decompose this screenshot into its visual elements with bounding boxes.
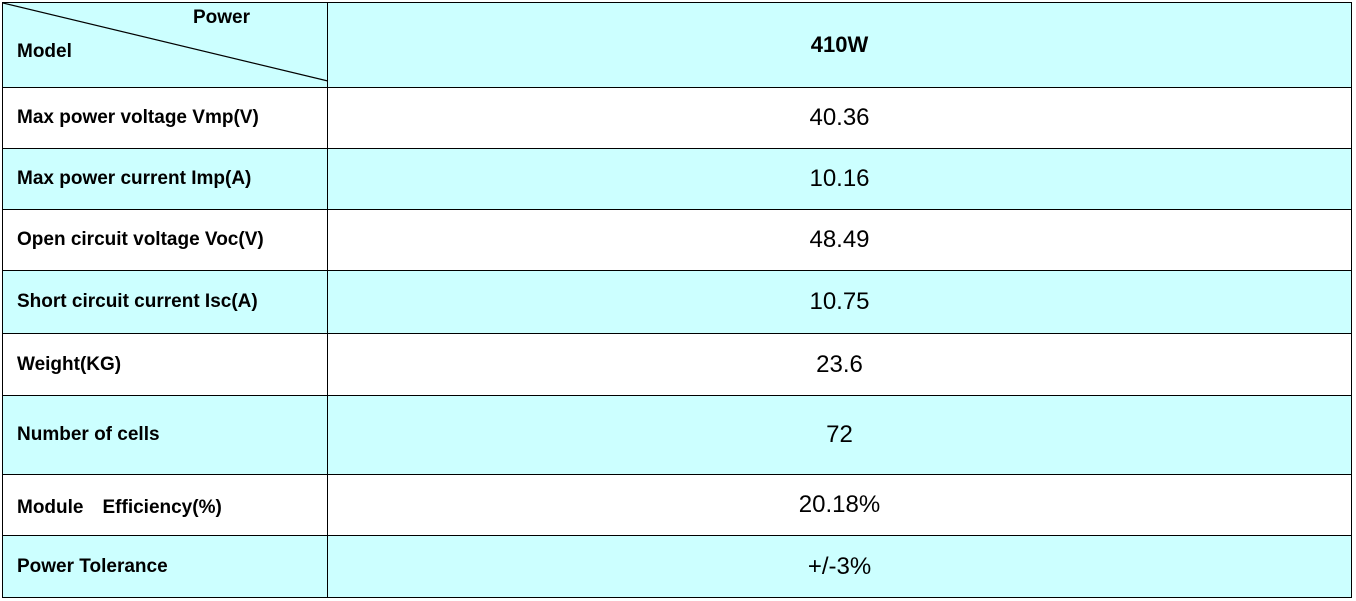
row-label: Module Efficiency(%): [2, 474, 328, 536]
row-value: 10.75: [327, 270, 1352, 334]
row: Weight(KG) 23.6: [2, 333, 1352, 396]
row: Power Tolerance +/-3%: [2, 535, 1352, 598]
row-label: Number of cells: [2, 395, 328, 475]
row: Open circuit voltage Voc(V) 48.49: [2, 209, 1352, 271]
corner-cell: Power Model: [2, 2, 328, 88]
row-label: Power Tolerance: [2, 535, 328, 598]
row: Number of cells 72: [2, 395, 1352, 475]
row: Max power current Imp(A) 10.16: [2, 148, 1352, 210]
row-value: 23.6: [327, 333, 1352, 396]
row-value: 10.16: [327, 148, 1352, 210]
row-value: 72: [327, 395, 1352, 475]
row: Max power voltage Vmp(V) 40.36: [2, 87, 1352, 149]
row-value: +/-3%: [327, 535, 1352, 598]
row-value: 20.18%: [327, 474, 1352, 536]
row-label: Weight(KG): [2, 333, 328, 396]
row: Module Efficiency(%) 20.18%: [2, 474, 1352, 536]
corner-top: Power: [193, 7, 251, 28]
row-label: Open circuit voltage Voc(V): [2, 209, 328, 271]
row-label: Max power voltage Vmp(V): [2, 87, 328, 149]
row-label: Max power current Imp(A): [2, 148, 328, 210]
row-value: 40.36: [327, 87, 1352, 149]
corner-bottom: Model: [17, 41, 72, 62]
row-value: 48.49: [327, 209, 1352, 271]
header-row: Power Model 410W: [2, 2, 1352, 88]
row: Short circuit current Isc(A) 10.75: [2, 270, 1352, 334]
row-label: Short circuit current Isc(A): [2, 270, 328, 334]
diagonal: [3, 3, 328, 82]
header-value: 410W: [327, 2, 1352, 88]
